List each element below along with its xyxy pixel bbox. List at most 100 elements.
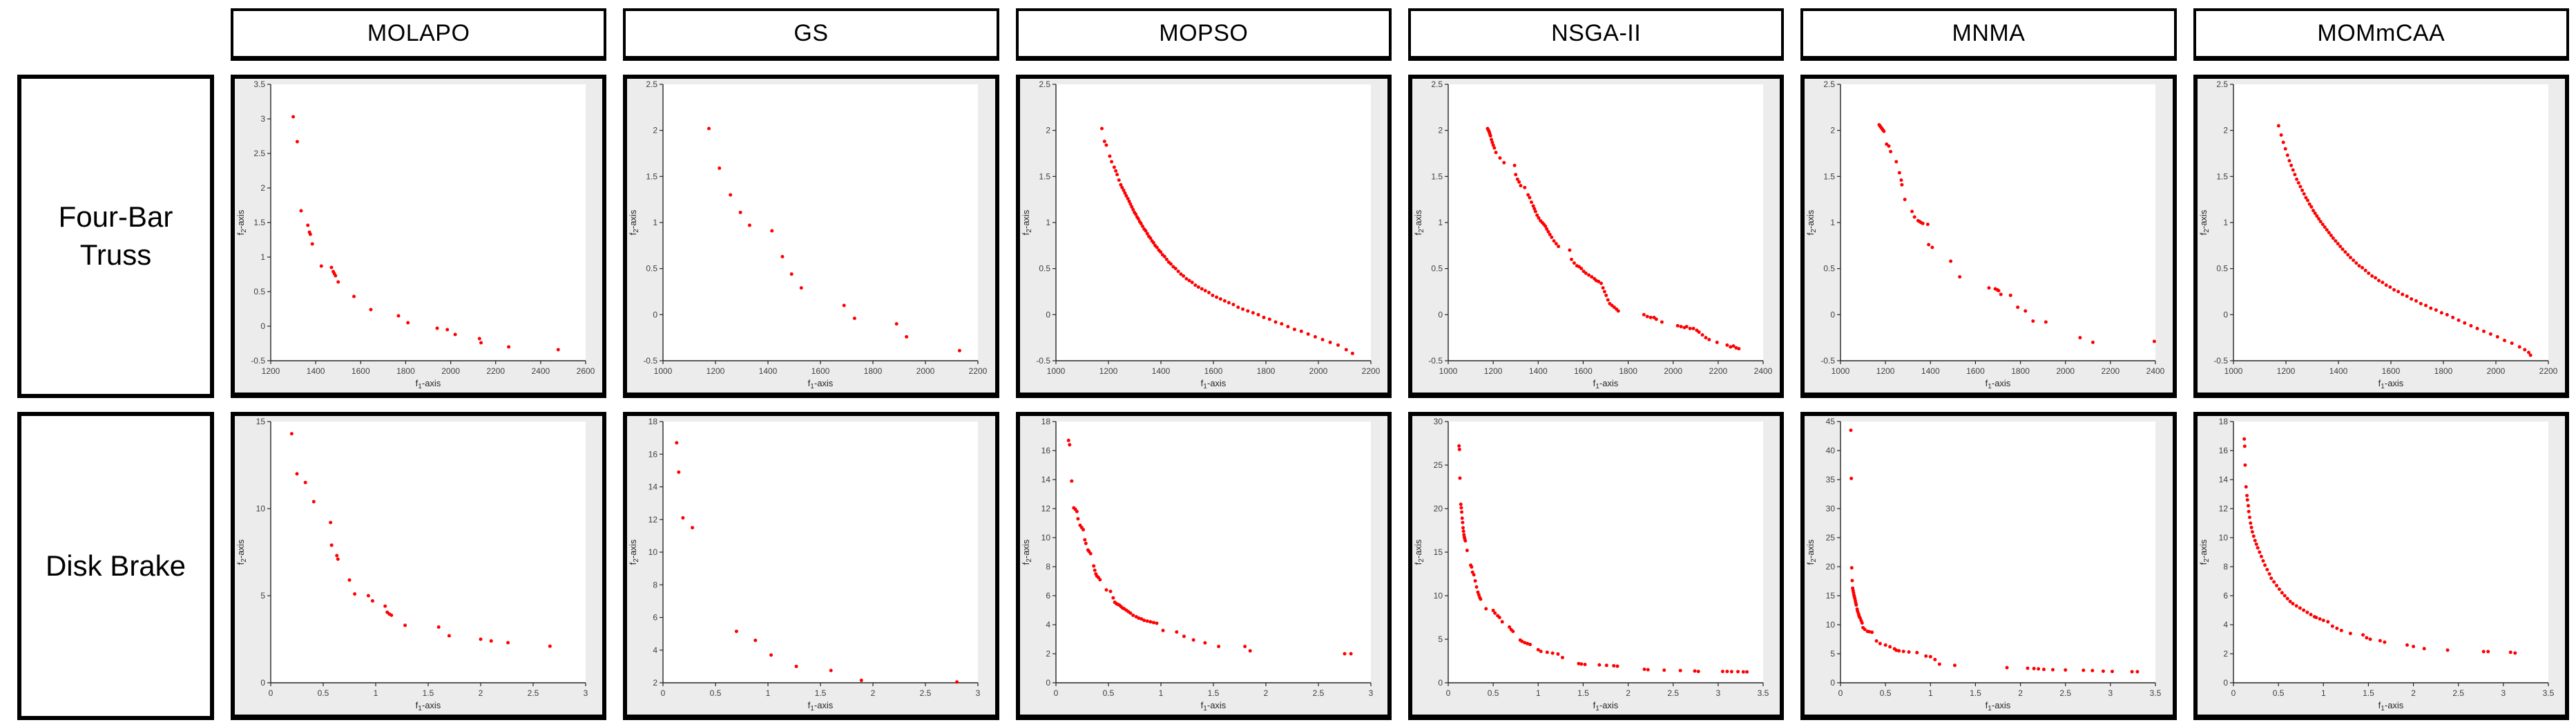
svg-text:4: 4 <box>2223 620 2228 630</box>
svg-text:14: 14 <box>648 482 658 492</box>
svg-text:f2-axis: f2-axis <box>1805 209 1818 235</box>
header-label: GS <box>794 20 829 46</box>
svg-text:2: 2 <box>1046 126 1050 135</box>
svg-text:6: 6 <box>2223 591 2228 601</box>
svg-text:0.5: 0.5 <box>253 287 265 296</box>
svg-text:1800: 1800 <box>864 366 883 376</box>
svg-text:2.5: 2.5 <box>2216 79 2228 89</box>
svg-text:2000: 2000 <box>916 366 935 376</box>
svg-text:0: 0 <box>1446 688 1451 698</box>
svg-text:f2-axis: f2-axis <box>236 539 248 565</box>
svg-text:f2-axis: f2-axis <box>1805 539 1818 565</box>
svg-text:3: 3 <box>1715 688 1720 698</box>
row-label-disk-brake: Disk Brake <box>17 412 214 720</box>
header-label: NSGA-II <box>1551 20 1642 46</box>
header-label: MOMmCAA <box>2317 20 2445 46</box>
svg-text:2: 2 <box>2223 649 2228 659</box>
svg-text:1: 1 <box>1928 688 1933 698</box>
header-gs: GS <box>623 8 999 61</box>
svg-text:2.5: 2.5 <box>2060 688 2072 698</box>
header-mommcaa: MOMmCAA <box>2193 8 2569 61</box>
svg-text:45: 45 <box>1826 417 1836 426</box>
svg-text:0: 0 <box>1046 678 1050 688</box>
top-left-spacer <box>17 8 214 61</box>
plot-disk-brake-mopso: 0 0.5 1 1.5 2 2.5 3 0 2 4 6 8 10 12 14 16 18 f1-axis f2-ax… <box>1015 412 1392 720</box>
svg-text:0: 0 <box>1438 678 1443 688</box>
header-molapo: MOLAPO <box>231 8 607 61</box>
scatter-plot-svg: 0 0.5 1 1.5 2 2.5 3 3.5 0 5 10 15 20 25 30 f1-axis f2-ax… <box>1413 417 1769 712</box>
svg-text:14: 14 <box>1041 475 1050 484</box>
svg-text:2000: 2000 <box>1664 366 1682 376</box>
scatter-plot-svg: 0 0.5 1 1.5 2 2.5 3 2 4 6 8 10 12 14 16 18 f1-axis f2-axi… <box>628 417 981 712</box>
svg-text:1000: 1000 <box>654 366 673 376</box>
svg-text:f2-axis: f2-axis <box>2198 209 2211 235</box>
svg-text:0: 0 <box>653 310 658 319</box>
svg-text:2.5: 2.5 <box>528 688 539 698</box>
svg-text:30: 30 <box>1826 504 1836 513</box>
svg-text:16: 16 <box>1041 446 1050 455</box>
svg-text:2.5: 2.5 <box>253 149 265 158</box>
svg-text:f2-axis: f2-axis <box>1021 539 1033 565</box>
svg-text:0: 0 <box>260 678 265 688</box>
svg-text:1000: 1000 <box>1439 366 1458 376</box>
header-mopso: MOPSO <box>1015 8 1392 61</box>
svg-text:f2-axis: f2-axis <box>628 539 640 565</box>
svg-text:f2-axis: f2-axis <box>2198 539 2211 565</box>
svg-text:f2-axis: f2-axis <box>628 209 640 235</box>
header-mnma: MNMA <box>1800 8 2177 61</box>
svg-text:2: 2 <box>1263 688 1268 698</box>
svg-text:16: 16 <box>648 449 658 459</box>
svg-text:1400: 1400 <box>307 366 325 376</box>
svg-text:2.5: 2.5 <box>1312 688 1324 698</box>
svg-text:18: 18 <box>2218 417 2228 426</box>
svg-text:1200: 1200 <box>707 366 725 376</box>
svg-text:2000: 2000 <box>2486 366 2505 376</box>
svg-text:1.5: 1.5 <box>1824 171 1836 181</box>
svg-text:10: 10 <box>2218 533 2228 542</box>
svg-text:0: 0 <box>2223 310 2228 319</box>
svg-text:1800: 1800 <box>396 366 415 376</box>
svg-text:f1-axis: f1-axis <box>1200 700 1226 712</box>
svg-text:8: 8 <box>2223 562 2228 572</box>
svg-text:0: 0 <box>2223 678 2228 688</box>
svg-text:5: 5 <box>260 591 265 601</box>
svg-text:0: 0 <box>1053 688 1058 698</box>
svg-text:2200: 2200 <box>1361 366 1380 376</box>
svg-text:0: 0 <box>1831 678 1836 688</box>
row-label-line: Four-Bar <box>58 200 173 234</box>
svg-text:f1-axis: f1-axis <box>808 700 834 712</box>
svg-text:2400: 2400 <box>532 366 550 376</box>
svg-text:15: 15 <box>256 417 266 426</box>
svg-text:2200: 2200 <box>2102 366 2120 376</box>
svg-text:0.5: 0.5 <box>2272 688 2284 698</box>
svg-text:0.5: 0.5 <box>1488 688 1499 698</box>
scatter-plot-svg: 0 0.5 1 1.5 2 2.5 3 0 2 4 6 8 10 12 14 16 18 f1-axis f2-ax… <box>1021 417 1374 712</box>
header-label: MNMA <box>1952 20 2026 46</box>
svg-text:5: 5 <box>1831 649 1836 659</box>
svg-text:1: 1 <box>1831 218 1836 227</box>
svg-text:1400: 1400 <box>1529 366 1548 376</box>
svg-text:1800: 1800 <box>2434 366 2452 376</box>
svg-text:1400: 1400 <box>1921 366 1940 376</box>
svg-text:30: 30 <box>1434 417 1443 426</box>
svg-text:2: 2 <box>1046 649 1050 659</box>
svg-text:1800: 1800 <box>1256 366 1275 376</box>
svg-text:2000: 2000 <box>1309 366 1327 376</box>
svg-text:2: 2 <box>653 126 658 135</box>
svg-text:1600: 1600 <box>1574 366 1593 376</box>
svg-text:1: 1 <box>1536 688 1541 698</box>
comparison-grid: MOLAPO GS MOPSO NSGA-II MNMA MOMmCAA Fou… <box>17 8 2569 720</box>
header-label: MOLAPO <box>367 20 470 46</box>
svg-text:8: 8 <box>1046 562 1050 572</box>
svg-text:15: 15 <box>1826 591 1836 601</box>
svg-text:2: 2 <box>260 183 265 193</box>
svg-text:1200: 1200 <box>1484 366 1503 376</box>
svg-text:2: 2 <box>2223 126 2228 135</box>
svg-text:1.5: 1.5 <box>2216 171 2228 181</box>
svg-text:2.5: 2.5 <box>646 79 658 89</box>
plot-four-bar-truss-mommcaa: 1000 1200 1400 1600 1800 2000 2200 -0.5 0 0.5 1 1.5… <box>2193 75 2569 398</box>
svg-text:-0.5: -0.5 <box>2213 356 2228 366</box>
svg-text:f2-axis: f2-axis <box>1021 209 1033 235</box>
svg-text:2.5: 2.5 <box>1824 79 1836 89</box>
svg-text:3: 3 <box>2501 688 2506 698</box>
